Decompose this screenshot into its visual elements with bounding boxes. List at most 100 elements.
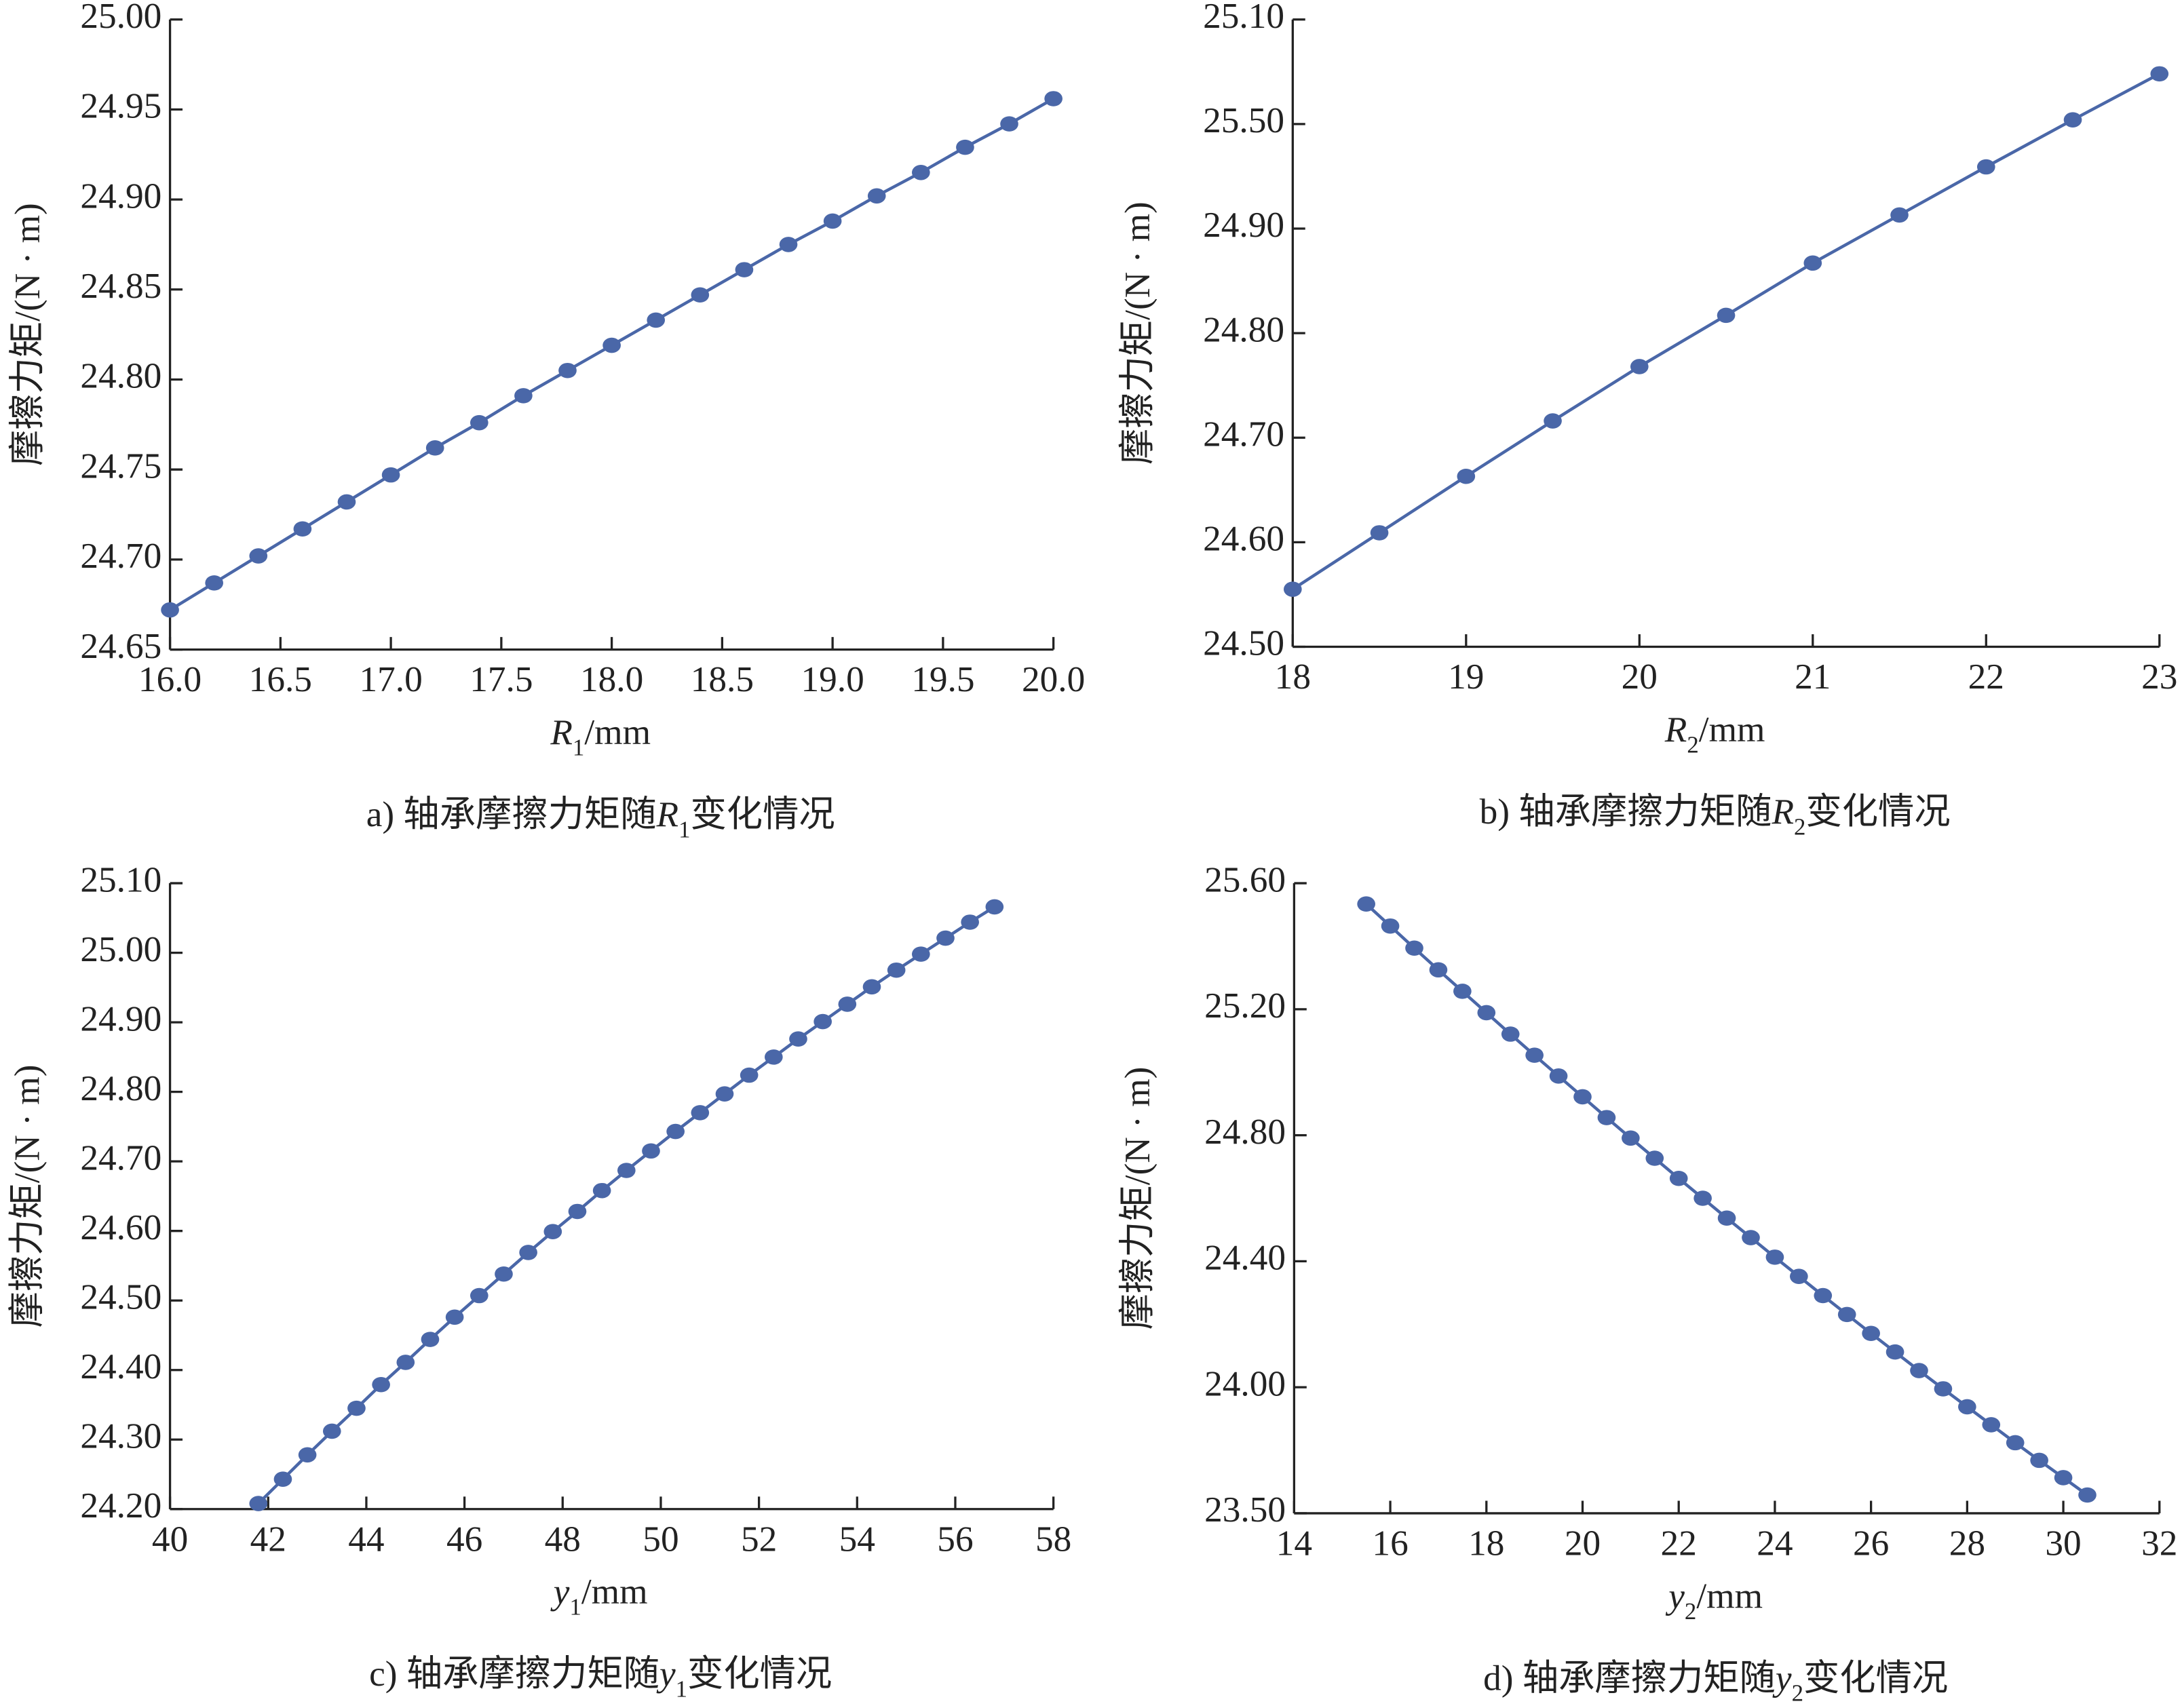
data-point	[249, 1496, 268, 1511]
x-axis-label-part: R	[1664, 709, 1687, 750]
caption-part: b) 轴承摩擦力矩随	[1480, 791, 1772, 832]
y-tick-label: 24.70	[1203, 413, 1284, 454]
data-point	[2063, 112, 2082, 128]
x-tick-label: 52	[741, 1518, 777, 1559]
x-tick-label: 26	[1853, 1522, 1889, 1563]
x-axis-label-part: 2	[1687, 731, 1698, 758]
data-point	[1669, 1170, 1688, 1186]
y-axis-label: 摩擦力矩/(N · m)	[1117, 201, 1157, 465]
y-tick-label: 24.20	[80, 1485, 161, 1526]
y-tick-label: 24.70	[80, 1137, 161, 1178]
data-point	[543, 1224, 562, 1239]
data-point	[867, 188, 886, 204]
x-tick-label: 28	[1949, 1522, 1985, 1563]
data-point	[2006, 1435, 2025, 1451]
data-point	[1803, 255, 1822, 271]
data-point	[691, 287, 710, 303]
data-point	[1693, 1190, 1712, 1206]
data-point	[445, 1309, 464, 1325]
x-tick-label: 20	[1622, 656, 1658, 697]
data-point	[558, 362, 577, 379]
y-tick-label: 25.50	[1203, 100, 1284, 140]
x-tick-label: 18	[1468, 1522, 1504, 1563]
data-point	[273, 1471, 292, 1487]
data-point	[911, 165, 930, 180]
x-axis-label-part: 1	[573, 734, 584, 760]
y-tick-label: 24.30	[80, 1415, 161, 1456]
data-point	[1573, 1089, 1592, 1105]
data-point	[1381, 918, 1400, 934]
y-tick-label: 25.10	[80, 859, 161, 899]
x-axis-label: R2/mm	[1664, 709, 1765, 758]
data-point	[1976, 159, 1995, 175]
data-point	[602, 337, 621, 353]
data-point	[1501, 1026, 1520, 1042]
data-point	[372, 1376, 390, 1393]
caption-part: 变化情况	[1805, 791, 1950, 832]
data-point	[862, 979, 881, 995]
data-point	[1549, 1068, 1568, 1084]
data-point	[1370, 525, 1389, 541]
x-tick-label: 56	[937, 1518, 973, 1559]
data-point	[666, 1123, 685, 1140]
x-tick-label: 18.0	[580, 659, 643, 699]
x-axis-label-part: y	[1665, 1575, 1685, 1616]
x-tick-label: 14	[1276, 1522, 1312, 1563]
y-tick-label: 24.65	[80, 625, 161, 666]
data-point	[161, 602, 179, 618]
x-tick-label: 16.5	[249, 659, 312, 699]
data-point	[1910, 1363, 1928, 1378]
y-tick-label: 24.80	[80, 355, 161, 396]
data-line	[257, 906, 996, 1505]
y-tick-label: 24.90	[1203, 204, 1284, 245]
data-point	[347, 1400, 366, 1416]
data-point	[1477, 1005, 1496, 1021]
x-tick-label: 18	[1275, 656, 1311, 697]
x-tick-label: 18.5	[691, 659, 754, 699]
x-tick-label: 21	[1795, 656, 1831, 697]
x-axis-label-part: /mm	[581, 1571, 648, 1612]
caption-part: 1	[678, 816, 690, 842]
data-point	[592, 1182, 611, 1199]
data-point	[495, 1266, 513, 1282]
x-tick-label: 54	[839, 1518, 875, 1559]
x-axis-label-part: 2	[1685, 1598, 1696, 1625]
data-point	[1837, 1306, 1856, 1323]
data-point	[764, 1049, 783, 1065]
data-point	[1597, 1110, 1616, 1125]
y-tick-label: 24.95	[80, 85, 161, 126]
y-tick-label: 24.50	[80, 1276, 161, 1317]
data-point	[1814, 1287, 1833, 1304]
y-tick-label: 24.90	[80, 175, 161, 216]
y-tick-label: 24.80	[1203, 309, 1284, 349]
y-tick-label: 24.40	[80, 1346, 161, 1386]
data-point	[249, 548, 268, 564]
x-tick-label: 50	[643, 1518, 678, 1559]
data-point	[823, 213, 842, 229]
x-tick-label: 46	[446, 1518, 482, 1559]
y-tick-label: 25.10	[1203, 0, 1284, 36]
caption-part: 变化情况	[687, 1653, 832, 1694]
data-point	[1886, 1344, 1905, 1360]
x-axis-label-part: y	[550, 1571, 570, 1612]
x-tick-label: 19.5	[911, 659, 974, 699]
data-point	[2150, 66, 2169, 82]
y-axis-label: 摩擦力矩/(N · m)	[7, 1064, 47, 1327]
y-tick-label: 24.80	[1204, 1111, 1286, 1152]
data-point	[1544, 413, 1562, 429]
caption-part: d) 轴承摩擦力矩随	[1483, 1657, 1776, 1698]
y-tick-label: 24.60	[1203, 518, 1284, 559]
data-point	[1453, 984, 1472, 999]
x-axis-label-part: 1	[569, 1594, 581, 1620]
data-point	[1525, 1047, 1544, 1063]
data-point	[1890, 207, 1909, 223]
x-tick-label: 22	[1968, 656, 2004, 697]
data-point	[1717, 307, 1736, 324]
data-point	[1357, 896, 1375, 912]
x-tick-label: 30	[2045, 1522, 2081, 1563]
data-point	[887, 962, 906, 978]
data-point	[470, 414, 489, 431]
data-point	[514, 388, 533, 404]
